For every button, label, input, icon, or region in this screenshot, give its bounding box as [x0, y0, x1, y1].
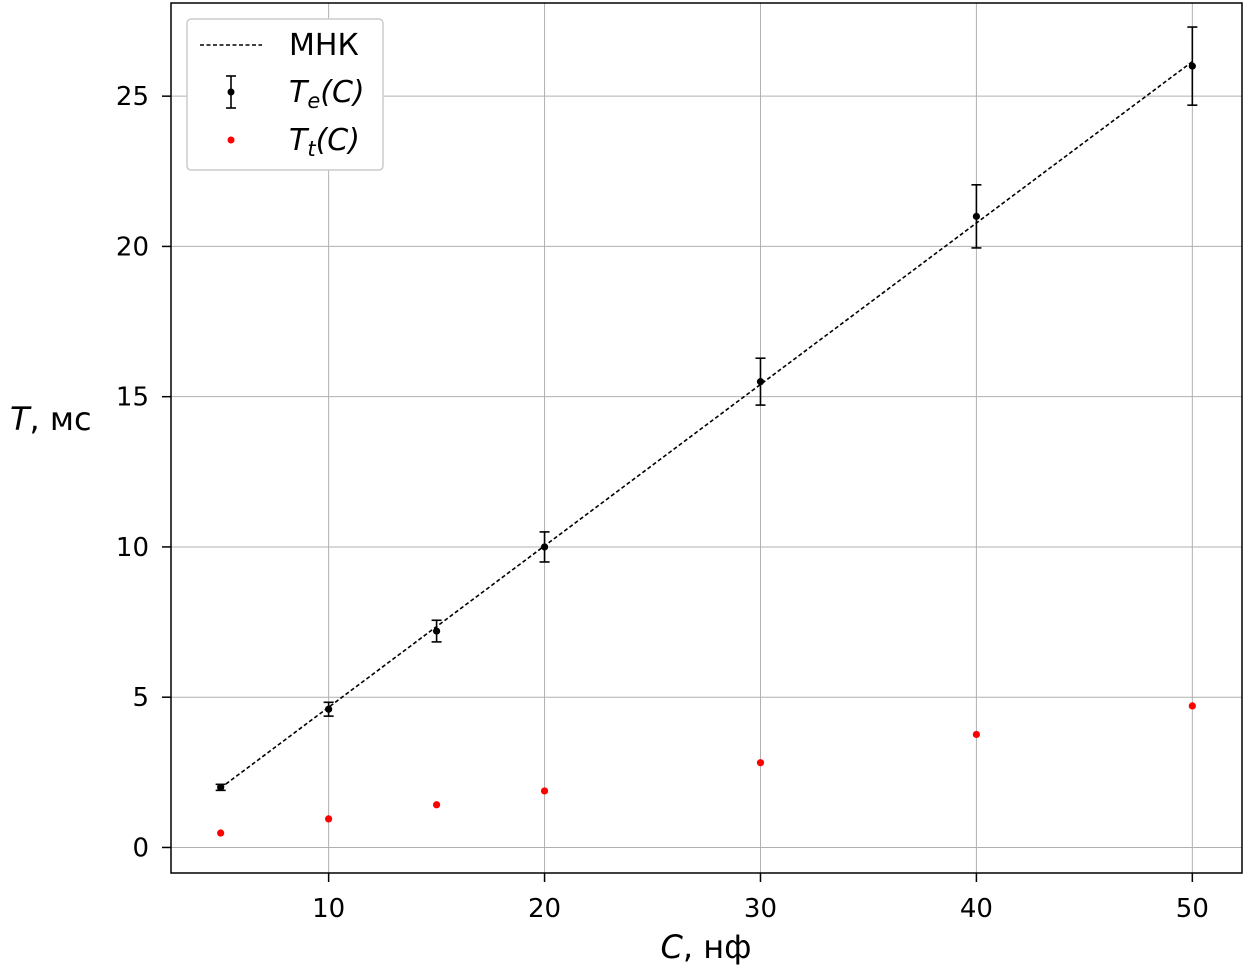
legend-te-label: Te(C)	[289, 75, 365, 113]
series-te	[215, 26, 1198, 792]
data-point	[432, 627, 441, 635]
grid	[171, 3, 1242, 873]
data-point	[217, 783, 225, 791]
fit-line	[220, 60, 1193, 789]
x-tick-label: 10	[312, 894, 345, 924]
x-tick-label: 30	[744, 894, 777, 924]
legend-tt-swatch	[227, 136, 235, 144]
y-tick-label: 20	[116, 232, 149, 262]
data-point	[540, 543, 549, 551]
y-tick-label: 25	[116, 82, 149, 112]
y-tick-label: 5	[132, 683, 149, 713]
data-point	[756, 759, 765, 767]
x-tick-label: 20	[528, 894, 561, 924]
series-tt	[217, 702, 1196, 837]
data-point	[756, 378, 765, 386]
legend: МНК Te(C) Tt(C)	[186, 18, 384, 171]
y-tick-label: 0	[132, 833, 149, 863]
x-tick-label: 50	[1176, 894, 1209, 924]
data-point	[540, 787, 549, 795]
legend-te-swatch	[226, 75, 236, 109]
data-point	[972, 730, 981, 739]
x-axis-label: C, нф	[661, 928, 752, 966]
data-point	[1188, 702, 1196, 710]
y-axis-label: T, мс	[10, 400, 92, 438]
data-point	[432, 801, 441, 809]
y-axis-ticks: 0 5 10 15 20 25	[116, 82, 171, 863]
legend-box	[186, 18, 384, 171]
x-axis-ticks: 10 20 30 40 50	[312, 873, 1209, 924]
data-point	[217, 829, 225, 837]
y-tick-label: 10	[116, 533, 149, 563]
data-point	[1188, 62, 1196, 70]
plot-frame	[170, 2, 1243, 874]
legend-fit-label: МНК	[289, 28, 359, 63]
series-layer	[215, 26, 1198, 837]
y-tick-label: 15	[116, 383, 149, 413]
data-point	[325, 705, 333, 713]
data-point	[325, 815, 333, 823]
data-point	[972, 212, 981, 220]
x-tick-label: 40	[960, 894, 993, 924]
fit-line-layer	[220, 60, 1193, 789]
legend-tt-label: Tt(C)	[289, 123, 360, 161]
